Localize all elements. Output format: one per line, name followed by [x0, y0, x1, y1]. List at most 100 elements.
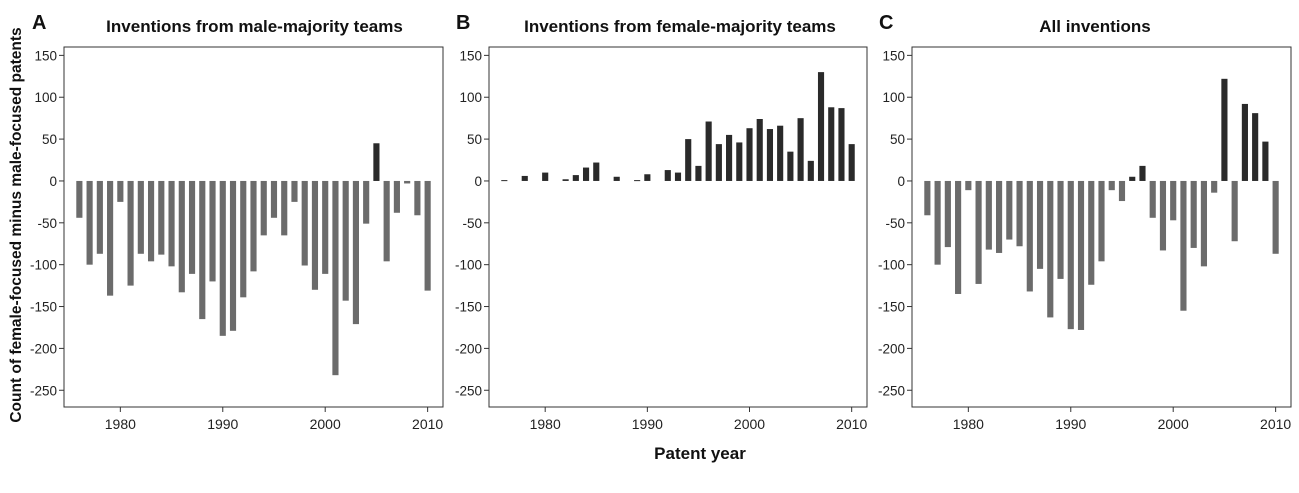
bar-a-1982 [137, 180, 144, 254]
y-tick-label-c: -50 [885, 216, 905, 231]
plot-frame-b [488, 46, 868, 408]
bar-c-1986 [1026, 180, 1033, 292]
y-tick-label-c: 50 [890, 132, 905, 147]
panel-letter-a: A [32, 12, 47, 34]
bar-c-2002 [1190, 180, 1197, 248]
bar-c-2005 [1221, 78, 1228, 181]
bar-a-1978 [96, 180, 103, 254]
bar-c-1976 [924, 180, 931, 216]
y-tick-label-a: -200 [30, 341, 57, 356]
bar-b-1982 [562, 179, 569, 181]
bar-c-1977 [934, 180, 941, 265]
bar-b-2001 [756, 119, 763, 181]
panel-title-c: All inventions [1039, 17, 1151, 36]
bar-c-1992 [1088, 180, 1095, 285]
bar-c-1996 [1129, 176, 1136, 181]
bar-b-1993 [674, 172, 682, 181]
bar-a-2004 [363, 180, 370, 224]
bar-b-1992 [664, 170, 671, 181]
bar-c-1983 [995, 180, 1003, 253]
y-tick-label-a: -150 [30, 300, 57, 315]
x-tick-label-a: 2010 [412, 416, 443, 432]
bar-b-1989 [634, 180, 641, 182]
bar-a-1983 [147, 180, 155, 262]
bar-a-2007 [393, 180, 400, 213]
bar-a-2005 [373, 143, 380, 181]
bar-b-2006 [807, 160, 814, 181]
bar-a-1976 [76, 180, 83, 218]
bar-b-1994 [685, 139, 692, 181]
x-tick-label-c: 1990 [1055, 416, 1086, 432]
x-tick-label-a: 2000 [310, 416, 341, 432]
x-tick-label-b: 1990 [632, 416, 663, 432]
x-tick-label-c: 2010 [1260, 416, 1291, 432]
y-tick-label-a: 150 [34, 48, 57, 63]
y-tick-label-c: 0 [897, 174, 905, 189]
bar-c-1997 [1139, 165, 1146, 181]
bar-a-1984 [158, 180, 165, 255]
bar-c-1988 [1047, 180, 1054, 318]
bar-b-2009 [838, 108, 845, 181]
bar-a-1993 [250, 180, 257, 272]
bar-a-1999 [311, 180, 319, 290]
y-tick-label-a: -50 [37, 216, 57, 231]
bar-c-1989 [1057, 180, 1064, 279]
bar-a-2010 [424, 180, 431, 291]
bar-a-1991 [229, 180, 237, 331]
bar-b-2002 [766, 129, 774, 181]
bar-c-1985 [1016, 180, 1023, 247]
bar-b-1987 [613, 176, 620, 181]
bar-c-1993 [1098, 180, 1105, 262]
bar-c-1998 [1149, 180, 1156, 218]
bar-b-1995 [695, 165, 702, 181]
x-tick-label-c: 1980 [953, 416, 984, 432]
bar-c-1999 [1159, 180, 1167, 251]
bar-c-1994 [1108, 180, 1115, 191]
bar-a-2000 [322, 180, 329, 274]
y-tick-label-b: -50 [462, 216, 482, 231]
x-axis-label: Patent year [654, 444, 746, 463]
bar-a-1994 [260, 180, 267, 236]
panel-letter-c: C [879, 12, 894, 34]
bar-a-1987 [188, 180, 196, 274]
bar-a-2009 [414, 180, 421, 216]
y-tick-label-c: 150 [882, 48, 905, 63]
bar-a-1977 [86, 180, 93, 265]
bar-b-1983 [572, 175, 579, 181]
y-tick-label-a: 50 [42, 132, 57, 147]
bar-c-2008 [1252, 113, 1259, 181]
bar-a-1980 [117, 180, 124, 202]
bar-a-1986 [178, 180, 185, 293]
bar-b-1978 [521, 175, 528, 181]
y-tick-label-b: 50 [467, 132, 482, 147]
bar-a-1985 [168, 180, 175, 267]
bar-c-1981 [975, 180, 982, 284]
bar-c-1995 [1118, 180, 1126, 202]
y-tick-label-a: -100 [30, 258, 57, 273]
bar-c-1990 [1067, 180, 1074, 330]
bar-c-2000 [1170, 180, 1177, 221]
y-tick-label-b: -200 [455, 341, 482, 356]
bar-b-1997 [715, 144, 722, 181]
bar-c-2006 [1231, 180, 1238, 242]
bar-b-1999 [736, 142, 743, 181]
y-tick-label-a: 100 [34, 90, 57, 105]
bar-b-2004 [787, 151, 794, 181]
bar-c-2001 [1180, 180, 1187, 311]
bar-c-1991 [1077, 180, 1085, 330]
bar-b-2005 [797, 118, 804, 181]
bar-b-2003 [777, 125, 784, 181]
bar-c-1982 [985, 180, 992, 250]
bar-c-1987 [1036, 180, 1044, 269]
bar-a-1990 [219, 180, 226, 336]
x-tick-label-a: 1990 [207, 416, 238, 432]
bar-a-1995 [270, 180, 278, 218]
panel-title-b: Inventions from female-majority teams [524, 17, 836, 36]
y-tick-label-b: -150 [455, 300, 482, 315]
bar-b-1985 [593, 162, 600, 181]
y-tick-label-a: -250 [30, 383, 57, 398]
y-tick-label-a: 0 [49, 174, 57, 189]
panel-letter-b: B [456, 12, 471, 34]
